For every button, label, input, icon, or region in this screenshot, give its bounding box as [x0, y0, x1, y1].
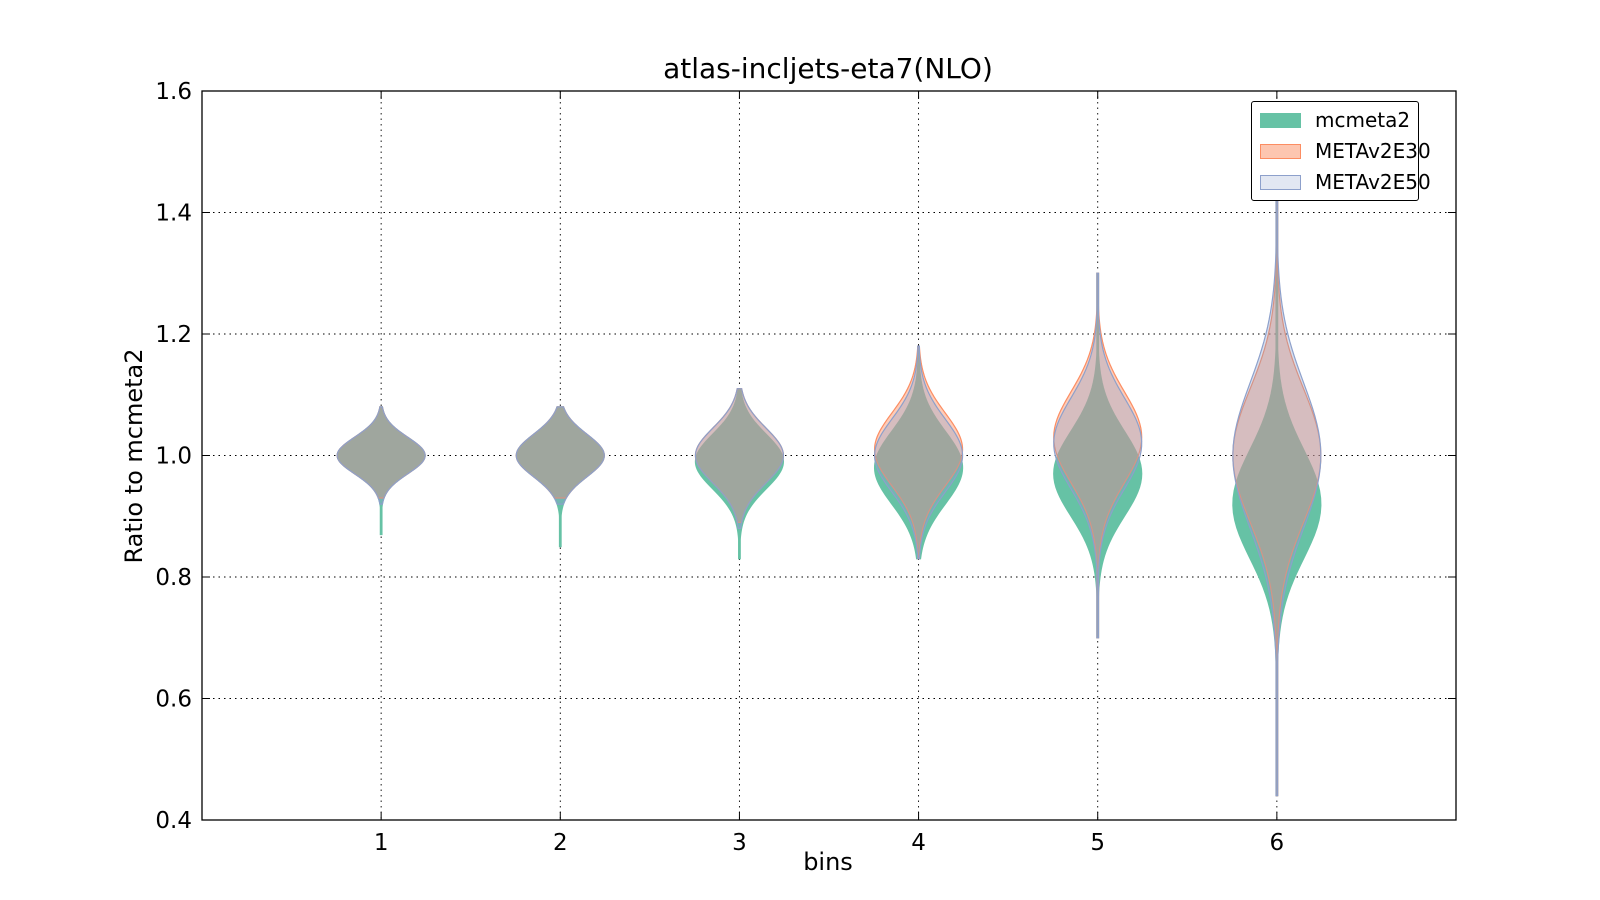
y-tick-label: 1.4 [155, 201, 192, 227]
y-tick-label: 1.2 [155, 322, 192, 348]
violin-metav2e50-bin-6 [1232, 199, 1322, 797]
violin-metav2e50-bin-2 [515, 406, 605, 505]
legend-label: mcmeta2 [1315, 108, 1411, 132]
y-tick-label: 0.6 [155, 687, 192, 713]
x-tick-label: 3 [732, 830, 747, 856]
x-axis-label: bins [803, 848, 853, 876]
legend: mcmeta2 METAv2E30 METAv2E50 [1251, 101, 1431, 201]
y-tick-label: 1.0 [155, 444, 192, 470]
legend-label: METAv2E50 [1315, 170, 1431, 194]
x-tick-label: 6 [1270, 830, 1285, 856]
violin-metav2e50-bin-4 [873, 345, 964, 560]
legend-label: METAv2E30 [1315, 139, 1431, 163]
axis-ticks: 0.4 0.6 0.8 1.0 1.2 1.4 1.6 1 2 3 4 5 6 [155, 79, 1456, 856]
violin-metav2e50-bin-1 [336, 406, 426, 505]
x-tick-label: 1 [374, 830, 389, 856]
y-tick-label: 0.4 [155, 808, 192, 834]
legend-item-metav2e30: METAv2E30 [1260, 137, 1431, 165]
y-tick-label: 1.6 [155, 79, 192, 105]
legend-item-metav2e50: METAv2E50 [1260, 168, 1431, 196]
violin-metav2e50-bin-5 [1053, 272, 1143, 639]
y-tick-label: 0.8 [155, 565, 192, 591]
violins [336, 199, 1322, 797]
legend-swatch-metav2e30 [1260, 143, 1301, 159]
legend-swatch-metav2e50 [1260, 174, 1301, 190]
chart-title: atlas-incljets-eta7(NLO) [663, 52, 993, 85]
x-tick-label: 4 [911, 830, 926, 856]
legend-item-mcmeta2: mcmeta2 [1260, 106, 1410, 134]
legend-swatch-mcmeta2 [1260, 112, 1301, 128]
x-tick-label: 5 [1090, 830, 1105, 856]
violin-metav2e50-bin-3 [694, 388, 785, 529]
x-tick-label: 2 [553, 830, 568, 856]
